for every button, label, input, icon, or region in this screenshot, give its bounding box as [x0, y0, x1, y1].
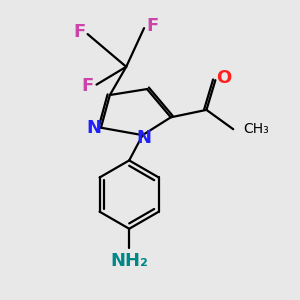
- Text: F: F: [146, 17, 158, 35]
- Text: N: N: [136, 129, 152, 147]
- Text: O: O: [216, 69, 231, 87]
- Text: F: F: [73, 23, 86, 41]
- Text: NH₂: NH₂: [110, 252, 148, 270]
- Text: CH₃: CH₃: [244, 122, 269, 136]
- Text: N: N: [86, 119, 101, 137]
- Text: F: F: [82, 77, 94, 95]
